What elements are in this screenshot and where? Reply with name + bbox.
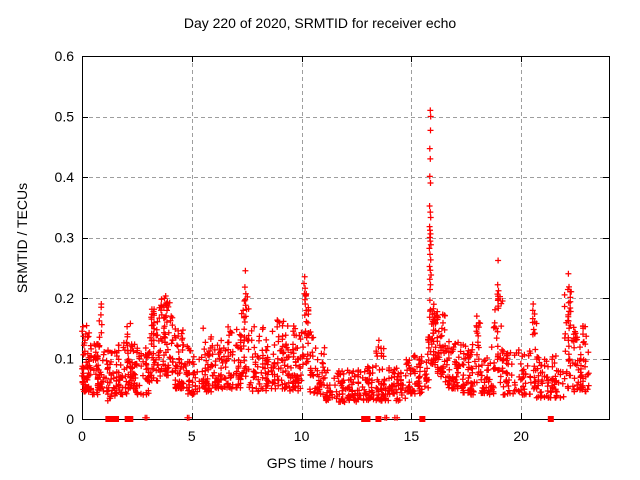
zero-value-square	[419, 416, 426, 422]
y-tick-label: 0.3	[55, 230, 75, 246]
x-axis-label: GPS time / hours	[266, 455, 374, 471]
y-tick-label: 0.5	[55, 109, 75, 125]
x-tick-label: 15	[404, 428, 420, 444]
x-tick-label: 10	[294, 428, 310, 444]
y-tick-label: 0	[66, 411, 74, 427]
x-tick-label: 0	[78, 428, 86, 444]
y-axis-label: SRMTID / TECUs	[14, 182, 30, 294]
y-tick-label: 0.6	[55, 48, 75, 64]
plot-frame	[82, 56, 610, 420]
y-tick-label: 0.2	[55, 290, 75, 306]
zero-value-square	[361, 416, 368, 422]
y-tick-label: 0.1	[55, 351, 75, 367]
x-tick-label: 20	[513, 428, 529, 444]
y-tick-label: 0.4	[55, 169, 75, 185]
zero-value-square	[113, 416, 120, 422]
x-tick-label: 5	[188, 428, 196, 444]
chart-title: Day 220 of 2020, SRMTID for receiver ech…	[183, 15, 457, 31]
zero-value-square	[107, 416, 114, 422]
zero-value-square	[364, 416, 371, 422]
zero-value-square	[547, 416, 554, 422]
data-points	[79, 107, 592, 421]
zero-value-square	[375, 416, 382, 422]
zero-value-square	[127, 416, 134, 422]
